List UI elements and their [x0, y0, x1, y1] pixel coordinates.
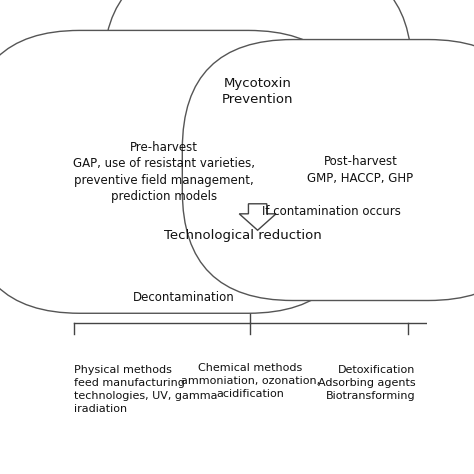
FancyBboxPatch shape [182, 39, 474, 301]
FancyArrow shape [239, 204, 276, 230]
Text: Mycotoxin
Prevention: Mycotoxin Prevention [222, 77, 293, 106]
Text: Chemical methods
ammoniation, ozonation,
acidification: Chemical methods ammoniation, ozonation,… [181, 364, 320, 399]
Text: Detoxification
Adsorbing agents
Biotransforming: Detoxification Adsorbing agents Biotrans… [318, 365, 416, 401]
Text: Physical methods
feed manufacturing
technologies, UV, gamma
iradiation: Physical methods feed manufacturing tech… [74, 365, 218, 414]
Text: Technological reduction: Technological reduction [164, 229, 322, 242]
Text: Decontamination: Decontamination [133, 291, 235, 304]
FancyBboxPatch shape [103, 0, 412, 222]
Text: Post-harvest
GMP, HACCP, GHP: Post-harvest GMP, HACCP, GHP [308, 155, 413, 185]
Text: Pre-harvest
GAP, use of resistant varieties,
preventive field management,
predic: Pre-harvest GAP, use of resistant variet… [73, 141, 255, 203]
Text: If contamination occurs: If contamination occurs [262, 206, 401, 219]
FancyBboxPatch shape [0, 30, 359, 313]
